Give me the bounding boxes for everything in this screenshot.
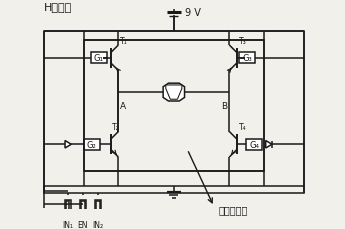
Bar <box>80 200 86 216</box>
Bar <box>65 200 71 216</box>
Polygon shape <box>65 141 71 148</box>
Text: G₄: G₄ <box>249 140 259 149</box>
Bar <box>43 32 304 194</box>
Text: T₂: T₂ <box>112 122 120 131</box>
Polygon shape <box>166 86 182 100</box>
Polygon shape <box>266 141 272 148</box>
Bar <box>239 53 255 64</box>
Text: 9 V: 9 V <box>185 8 200 18</box>
Text: G₂: G₂ <box>87 140 97 149</box>
Text: T₃: T₃ <box>239 37 247 46</box>
Bar <box>91 53 107 64</box>
Bar <box>66 202 69 214</box>
Text: H桥电路: H桥电路 <box>43 2 72 12</box>
Text: IN₁: IN₁ <box>62 220 73 229</box>
Bar <box>84 41 264 171</box>
Bar <box>81 202 85 214</box>
Text: A: A <box>120 101 126 110</box>
Text: B: B <box>221 101 228 110</box>
Text: 发射传感器: 发射传感器 <box>218 204 248 214</box>
Bar <box>84 139 100 150</box>
Text: T₁: T₁ <box>120 37 128 46</box>
Bar <box>96 202 100 214</box>
Polygon shape <box>163 84 185 101</box>
Text: EN: EN <box>78 220 88 229</box>
Bar <box>95 200 101 216</box>
Text: G₁: G₁ <box>94 54 104 63</box>
Text: IN₂: IN₂ <box>92 220 104 229</box>
Text: T₄: T₄ <box>239 122 247 131</box>
Bar <box>246 139 262 150</box>
Text: G₃: G₃ <box>242 54 252 63</box>
